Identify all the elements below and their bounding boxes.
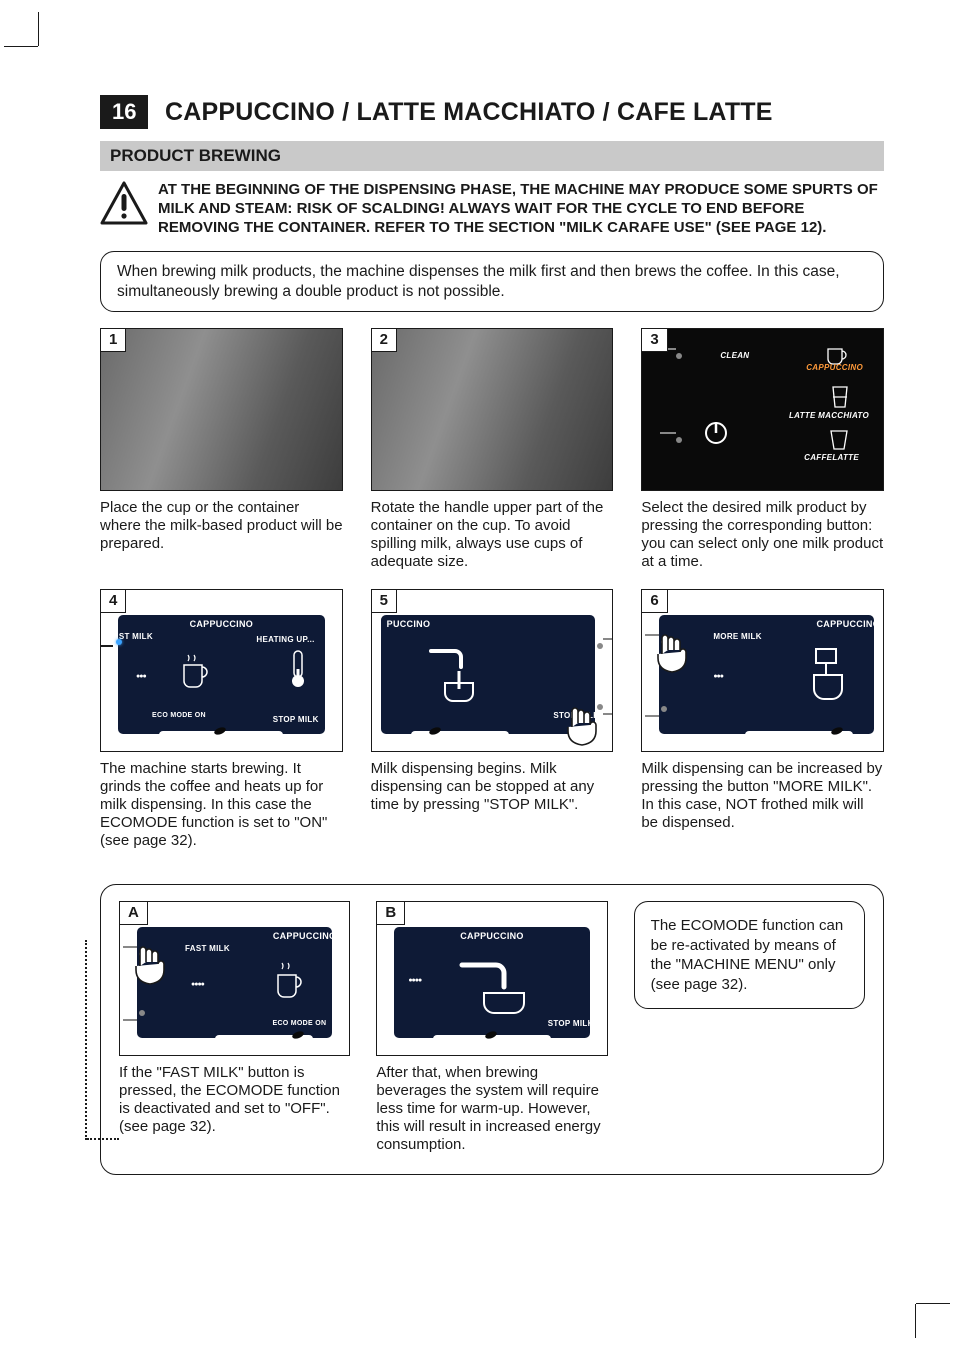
caffelatte-glass-icon [829, 429, 849, 453]
cup-anim-icon [178, 653, 212, 693]
panel4-fast: FAST MILK [108, 633, 153, 641]
step-2: 2 Rotate the handle upper part of the co… [371, 328, 614, 571]
ecomode-note: The ECOMODE function can be re-activated… [634, 901, 865, 1009]
warning-text: AT THE BEGINNING OF THE DISPENSING PHASE… [158, 181, 884, 237]
warning-icon [100, 181, 148, 225]
latte-label: LATTE MACCHIATO [789, 411, 869, 421]
panela-eco: ECO MODE ON [272, 1020, 326, 1028]
step-b: B CAPPUCCINO ●●●● STOP MILK After that, … [376, 901, 607, 1154]
panela-title: CAPPUCCINO [273, 931, 337, 942]
step-5-text: Milk dispensing begins. Milk dispensing … [371, 760, 614, 814]
power-icon [702, 419, 730, 447]
step-3-figure: 3 CLEAN CAPPUCCINO LATTE MACCHIATO CAFFE… [641, 328, 884, 491]
leaf-icon [484, 1030, 498, 1040]
step-6-text: Milk dispensing can be increased by pres… [641, 760, 884, 832]
panel5-title: PUCCINO [387, 619, 431, 630]
milk-flow-icon [421, 645, 481, 705]
milk-cup-icon [810, 645, 850, 705]
step-2-text: Rotate the handle upper part of the cont… [371, 499, 614, 571]
step-6-number: 6 [642, 590, 667, 613]
step-b-number: B [377, 902, 405, 925]
step-4-number: 4 [101, 590, 126, 613]
dotted-connector [85, 940, 87, 1140]
step-1-figure: 1 [100, 328, 343, 491]
step-b-panel: CAPPUCCINO ●●●● STOP MILK [393, 926, 590, 1039]
hand-press-icon [558, 697, 602, 747]
panelb-title: CAPPUCCINO [460, 931, 524, 942]
note-box: When brewing milk products, the machine … [100, 251, 884, 312]
step-4-figure: 4 CAPPUCCINO FAST MILK HEATING UP... ●●●… [100, 589, 343, 752]
leaf-icon [291, 1030, 305, 1040]
cup-anim-icon [272, 961, 306, 1005]
step-b-text: After that, when brewing beverages the s… [376, 1064, 607, 1154]
step-4-panel: CAPPUCCINO FAST MILK HEATING UP... ●●● E… [117, 614, 326, 735]
step-6: 6 CAPPUCCINO MORE MILK ●●● [641, 589, 884, 850]
step-5-figure: 5 PUCCINO STOP MILK [371, 589, 614, 752]
step-1-number: 1 [101, 329, 126, 352]
bean-row-icon: ●●● [136, 673, 146, 681]
step-6-panel: CAPPUCCINO MORE MILK ●●● [658, 614, 875, 735]
step-5: 5 PUCCINO STOP MILK Milk dispensi [371, 589, 614, 850]
step-b-figure: B CAPPUCCINO ●●●● STOP MILK [376, 901, 607, 1056]
step-4: 4 CAPPUCCINO FAST MILK HEATING UP... ●●●… [100, 589, 343, 850]
ab-group-box: A CAPPUCCINO FAST MILK ●●●● ECO MODE ON … [100, 884, 884, 1175]
bean-row-icon: ●●●● [191, 981, 204, 989]
leaf-icon [428, 726, 442, 736]
step-6-figure: 6 CAPPUCCINO MORE MILK ●●● [641, 589, 884, 752]
step-1-text: Place the cup or the container where the… [100, 499, 343, 553]
cappuccino-label: CAPPUCCINO [806, 363, 863, 373]
thermometer-icon [285, 649, 311, 689]
panelb-stop: STOP MILK [548, 1020, 594, 1028]
hand-press-icon [648, 624, 690, 674]
step-2-number: 2 [372, 329, 397, 352]
section-header: PRODUCT BREWING [100, 141, 884, 171]
panel4-heating: HEATING UP... [256, 635, 314, 645]
step-a-figure: A CAPPUCCINO FAST MILK ●●●● ECO MODE ON [119, 901, 350, 1056]
step-2-figure: 2 [371, 328, 614, 491]
warning-block: AT THE BEGINNING OF THE DISPENSING PHASE… [100, 181, 884, 237]
milk-flow-large-icon [454, 957, 534, 1017]
step-3-number: 3 [642, 329, 667, 352]
step-4-text: The machine starts brewing. It grinds th… [100, 760, 343, 850]
page-number: 16 [100, 95, 148, 129]
page-title: CAPPUCCINO / LATTE MACCHIATO / CAFE LATT… [165, 98, 773, 127]
bean-row-icon: ●●●● [408, 977, 421, 985]
step-5-number: 5 [372, 590, 397, 613]
step-3: 3 CLEAN CAPPUCCINO LATTE MACCHIATO CAFFE… [641, 328, 884, 571]
step-3-text: Select the desired milk product by press… [641, 499, 884, 571]
step-1: 1 Place the cup or the container where t… [100, 328, 343, 571]
step-a-text2: (see page 32). [119, 1118, 350, 1136]
leaf-icon [213, 726, 227, 736]
bean-row-icon: ●●● [713, 673, 723, 681]
panel4-eco: ECO MODE ON [152, 712, 206, 720]
step-a-text: If the "FAST MILK" button is pressed, th… [119, 1064, 350, 1118]
page-header: 16 CAPPUCCINO / LATTE MACCHIATO / CAFE L… [100, 95, 884, 129]
panel6-more: MORE MILK [713, 633, 761, 641]
hand-press-icon [126, 936, 168, 986]
steps-grid: 1 Place the cup or the container where t… [100, 328, 884, 850]
panel4-stop: STOP MILK [273, 716, 319, 724]
arrow-left-icon [100, 640, 113, 652]
step-a: A CAPPUCCINO FAST MILK ●●●● ECO MODE ON … [119, 901, 350, 1136]
step-a-number: A [120, 902, 148, 925]
latte-glass-icon [831, 385, 849, 411]
leaf-icon [830, 726, 844, 736]
panela-fast: FAST MILK [185, 945, 230, 953]
panel6-title: CAPPUCCINO [816, 619, 880, 630]
panel4-title: CAPPUCCINO [190, 619, 254, 630]
clean-label: CLEAN [720, 351, 749, 361]
caffelatte-label: CAFFELATTE [804, 453, 859, 463]
